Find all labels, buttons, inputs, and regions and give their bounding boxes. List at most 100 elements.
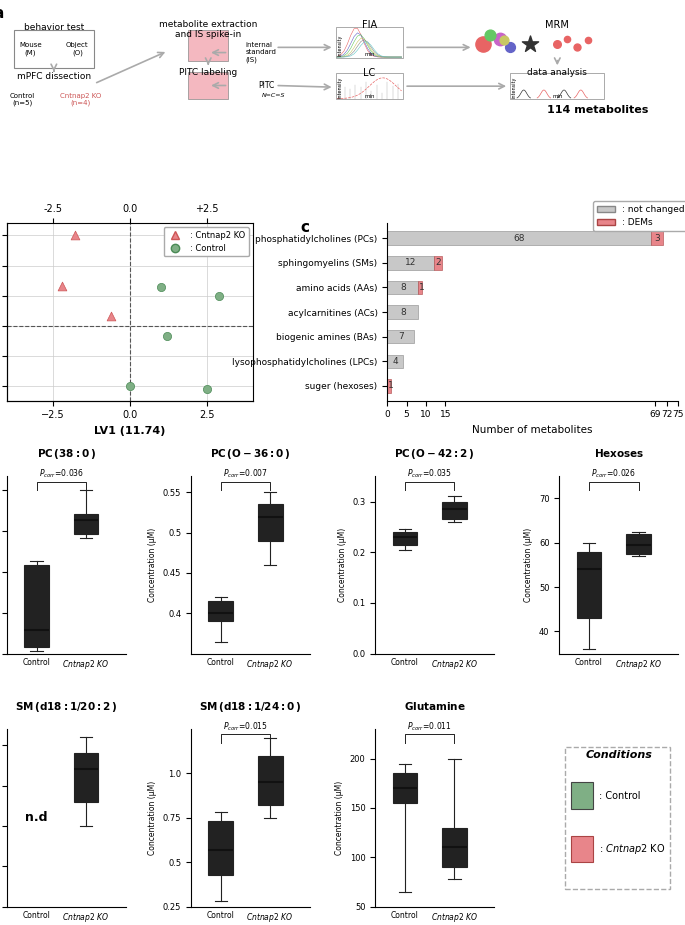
Bar xyxy=(336,73,403,99)
Point xyxy=(478,36,489,51)
Point xyxy=(214,289,225,303)
Point xyxy=(552,36,563,51)
Text: 3: 3 xyxy=(654,234,660,242)
PathPatch shape xyxy=(208,601,233,622)
Bar xyxy=(336,27,403,57)
Text: intensity: intensity xyxy=(337,34,342,56)
Point xyxy=(57,278,68,293)
Bar xyxy=(571,783,593,809)
Title: $\bf{Glutamine}$: $\bf{Glutamine}$ xyxy=(403,699,465,711)
Text: FIA: FIA xyxy=(362,19,377,30)
Text: PITC labeling: PITC labeling xyxy=(179,68,238,77)
Text: behavior test: behavior test xyxy=(24,23,84,32)
PathPatch shape xyxy=(258,504,283,541)
Text: PITC: PITC xyxy=(258,81,275,90)
PathPatch shape xyxy=(74,753,99,802)
Bar xyxy=(387,379,391,393)
Text: mPFC dissection: mPFC dissection xyxy=(16,71,91,80)
Text: 114 metabolites: 114 metabolites xyxy=(547,105,648,115)
PathPatch shape xyxy=(74,514,99,534)
Text: min: min xyxy=(364,52,375,57)
Point xyxy=(498,33,509,48)
Text: n.d: n.d xyxy=(25,811,48,824)
Point xyxy=(155,280,166,295)
Text: $P_{corr}$=0.007: $P_{corr}$=0.007 xyxy=(223,467,268,480)
Text: min: min xyxy=(364,93,375,99)
Text: 68: 68 xyxy=(513,234,525,242)
PathPatch shape xyxy=(393,773,417,803)
Bar xyxy=(188,71,228,99)
Text: 8: 8 xyxy=(400,307,406,316)
Bar xyxy=(434,256,442,269)
Point xyxy=(582,33,593,48)
Text: internal
standard
(IS): internal standard (IS) xyxy=(245,43,276,63)
Text: $P_{corr}$=0.015: $P_{corr}$=0.015 xyxy=(223,721,268,733)
Y-axis label: Concentration (μM): Concentration (μM) xyxy=(338,528,347,602)
Bar xyxy=(387,231,651,245)
PathPatch shape xyxy=(626,534,651,554)
FancyBboxPatch shape xyxy=(565,746,670,889)
PathPatch shape xyxy=(577,551,601,618)
PathPatch shape xyxy=(442,501,466,519)
Title: $\bf{PC\/(O-42:2\/)}$: $\bf{PC\/(O-42:2\/)}$ xyxy=(395,447,475,461)
Bar xyxy=(571,835,593,862)
Text: intensity: intensity xyxy=(512,77,516,98)
Text: $P_{corr}$=0.035: $P_{corr}$=0.035 xyxy=(407,467,452,480)
PathPatch shape xyxy=(393,532,417,545)
Legend: : not changed, : DEMs: : not changed, : DEMs xyxy=(593,202,685,231)
Text: MRM: MRM xyxy=(545,19,569,30)
Text: : $\it{Cntnap2}$ KO: : $\it{Cntnap2}$ KO xyxy=(599,842,665,856)
Title: $\bf{SM\/(d18:1/24:0\/)}$: $\bf{SM\/(d18:1/24:0\/)}$ xyxy=(199,699,301,714)
Text: 1: 1 xyxy=(419,283,425,292)
Text: c: c xyxy=(300,220,309,235)
Bar xyxy=(510,73,604,99)
Text: : Control: : Control xyxy=(599,791,640,801)
Legend: : Cntnap2 KO, : Control: : Cntnap2 KO, : Control xyxy=(164,228,249,256)
Title: $\bf{SM\/(d18:1/20:2\/)}$: $\bf{SM\/(d18:1/20:2\/)}$ xyxy=(15,699,117,714)
Text: 12: 12 xyxy=(405,258,416,267)
Point xyxy=(562,31,573,46)
Y-axis label: Concentration (μM): Concentration (μM) xyxy=(335,781,344,855)
Point xyxy=(162,328,173,343)
Point xyxy=(485,28,496,43)
Bar xyxy=(419,280,422,294)
PathPatch shape xyxy=(208,821,233,874)
Text: data analysis: data analysis xyxy=(527,68,587,77)
Point xyxy=(125,379,136,394)
PathPatch shape xyxy=(258,756,283,806)
Text: 8: 8 xyxy=(400,283,406,292)
Text: Object
(O): Object (O) xyxy=(66,43,88,56)
X-axis label: LV1 (11.74): LV1 (11.74) xyxy=(95,426,166,436)
Point xyxy=(69,228,80,242)
Bar xyxy=(14,30,94,68)
Bar xyxy=(387,256,434,269)
Title: $\bf{PC\/(O-36:0\/)}$: $\bf{PC\/(O-36:0\/)}$ xyxy=(210,447,290,461)
Text: 7: 7 xyxy=(398,332,403,341)
Bar xyxy=(387,354,403,368)
Text: $P_{corr}$=0.036: $P_{corr}$=0.036 xyxy=(39,467,84,480)
Point xyxy=(201,381,212,396)
Text: Cntnap2 KO
(n=4): Cntnap2 KO (n=4) xyxy=(60,92,101,106)
Text: min: min xyxy=(552,93,562,99)
Text: a: a xyxy=(0,6,4,21)
Text: LC: LC xyxy=(363,68,375,78)
Y-axis label: Concentration (μM): Concentration (μM) xyxy=(525,528,534,602)
Bar xyxy=(387,280,419,294)
Y-axis label: Concentration (μM): Concentration (μM) xyxy=(148,781,158,855)
Point xyxy=(505,40,516,55)
Text: metabolite extraction
and IS spike-in: metabolite extraction and IS spike-in xyxy=(159,19,258,39)
Text: 1: 1 xyxy=(388,381,394,390)
Text: Control
(n=5): Control (n=5) xyxy=(10,92,35,106)
Point xyxy=(525,36,536,51)
X-axis label: Number of metabolites: Number of metabolites xyxy=(473,425,593,435)
Bar xyxy=(188,30,228,61)
Text: $P_{corr}$=0.026: $P_{corr}$=0.026 xyxy=(591,467,636,480)
Point xyxy=(495,31,506,46)
Bar xyxy=(387,330,414,343)
Text: N=C=S: N=C=S xyxy=(262,93,286,98)
Title: $\bf{PC\/(38:0\/)}$: $\bf{PC\/(38:0\/)}$ xyxy=(37,447,96,461)
Text: intensity: intensity xyxy=(337,77,342,98)
Text: Mouse
(M): Mouse (M) xyxy=(19,43,42,56)
Text: $P_{corr}$=0.011: $P_{corr}$=0.011 xyxy=(407,721,452,733)
Bar xyxy=(387,305,419,319)
